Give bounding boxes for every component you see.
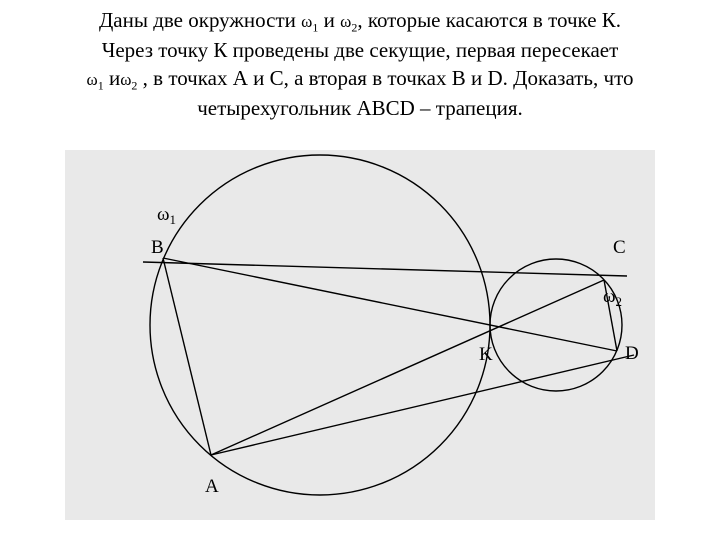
text: , в точках А и С, а вторая в точках В и … (137, 66, 633, 90)
problem-line-2: Через точку К проведены две секущие, пер… (20, 36, 700, 64)
label-omega1: ω1 (157, 204, 176, 227)
line-AB (163, 258, 211, 455)
geometry-figure: ω1 ω2 B C K D A (65, 150, 655, 520)
circle-omega2 (490, 259, 622, 391)
circle-omega1 (150, 155, 490, 495)
problem-line-3: ω1 иω2 , в точках А и С, а вторая в точк… (20, 64, 700, 94)
line-AK-AC (211, 280, 604, 455)
text: и (318, 8, 340, 32)
figure-svg: ω1 ω2 B C K D A (65, 150, 655, 520)
line-AD (211, 355, 634, 455)
label-C: C (613, 237, 626, 258)
text: , которые касаются в точке К. (357, 8, 621, 32)
omega1-symbol: ω1 (301, 12, 318, 31)
omega2-symbol: ω2 (340, 12, 357, 31)
problem-line-1: Даны две окружности ω1 и ω2, которые кас… (20, 6, 700, 36)
text: и (104, 66, 121, 90)
label-B: B (151, 237, 164, 258)
omega1-symbol: ω1 (87, 70, 104, 89)
problem-statement: Даны две окружности ω1 и ω2, которые кас… (20, 6, 700, 122)
label-D: D (625, 343, 639, 364)
label-omega2: ω2 (603, 286, 622, 309)
omega2-symbol: ω2 (120, 70, 137, 89)
problem-line-4: четырехугольник ABCD – трапеция. (20, 94, 700, 122)
label-K: K (479, 344, 493, 365)
label-A: A (205, 476, 219, 497)
text: Даны две окружности (99, 8, 301, 32)
